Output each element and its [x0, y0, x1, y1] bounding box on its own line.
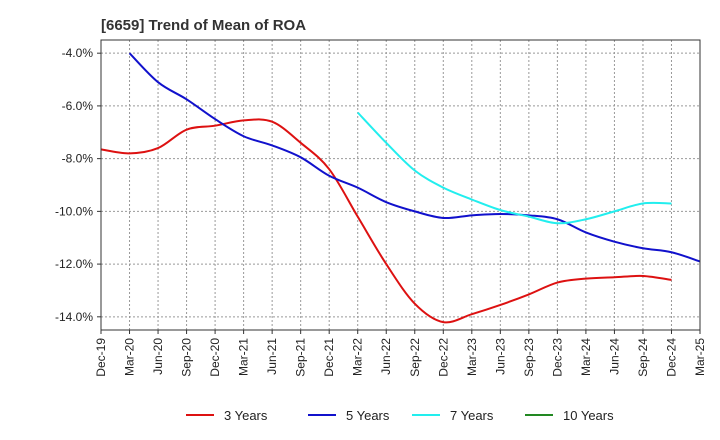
x-tick-label: Dec-21 [322, 338, 336, 377]
legend-label-10-years: 10 Years [563, 408, 614, 423]
x-tick-label: Sep-21 [294, 338, 308, 377]
x-tick-label: Dec-19 [94, 338, 108, 377]
x-tick-label: Jun-20 [151, 338, 165, 375]
legend-label-3-years: 3 Years [224, 408, 268, 423]
series-lines [101, 53, 700, 322]
x-tick-label: Jun-24 [607, 338, 621, 375]
legend-label-5-years: 5 Years [346, 408, 390, 423]
y-tick-label: -12.0% [55, 257, 93, 271]
y-axis-ticks: -4.0% -6.0% -8.0% -10.0% -12.0% -14.0% [55, 46, 101, 324]
x-tick-label: Sep-24 [636, 338, 650, 377]
x-tick-label: Mar-25 [693, 338, 707, 376]
x-tick-label: Mar-21 [237, 338, 251, 376]
y-tick-label: -8.0% [62, 152, 94, 166]
x-axis-ticks: Dec-19 Mar-20 Jun-20 Sep-20 Dec-20 Mar-21 Jun-… [94, 330, 707, 377]
legend-label-7-years: 7 Years [450, 408, 494, 423]
y-tick-label: -4.0% [62, 46, 94, 60]
x-tick-label: Mar-24 [579, 338, 593, 376]
x-tick-label: Dec-24 [664, 338, 678, 377]
x-tick-label: Sep-23 [522, 338, 536, 377]
x-tick-label: Dec-23 [550, 338, 564, 377]
y-tick-label: -14.0% [55, 310, 93, 324]
x-tick-label: Jun-21 [265, 338, 279, 375]
x-tick-label: Sep-22 [408, 338, 422, 377]
x-tick-label: Mar-22 [351, 338, 365, 376]
series-line-7-years [358, 113, 672, 224]
x-tick-label: Dec-20 [208, 338, 222, 377]
x-tick-label: Sep-20 [180, 338, 194, 377]
x-tick-label: Jun-22 [379, 338, 393, 375]
x-tick-label: Mar-23 [465, 338, 479, 376]
y-tick-label: -6.0% [62, 99, 94, 113]
legend: 3 Years 5 Years 7 Years 10 Years [186, 408, 614, 423]
x-tick-label: Dec-22 [436, 338, 450, 377]
y-tick-label: -10.0% [55, 204, 93, 218]
x-tick-label: Jun-23 [493, 338, 507, 375]
x-tick-label: Mar-20 [123, 338, 137, 376]
chart-title: [6659] Trend of Mean of ROA [101, 17, 306, 34]
roa-trend-chart: [6659] Trend of Mean of ROA -4.0% -6.0% -8… [0, 0, 720, 440]
